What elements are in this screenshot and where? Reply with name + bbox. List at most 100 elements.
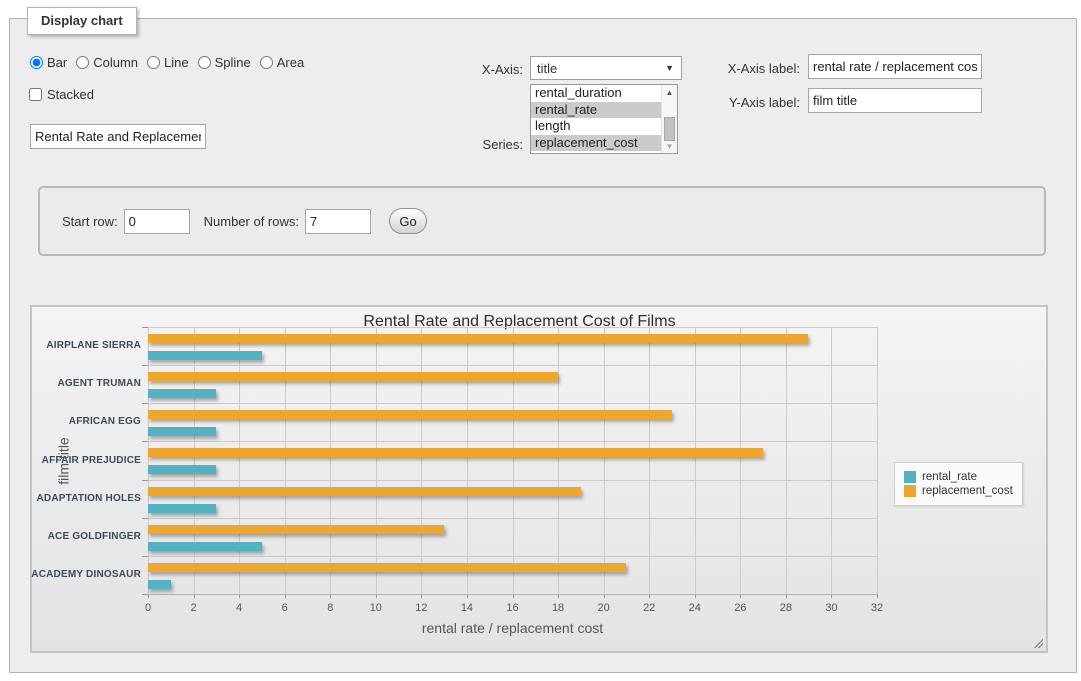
gridline: [831, 327, 833, 594]
chart-legend: rental_rate replacement_cost: [894, 462, 1023, 506]
bar-rental_rate: [148, 503, 217, 513]
gridline: [694, 327, 696, 594]
chart-type-radio-line[interactable]: [147, 56, 161, 69]
series-option-rental_duration[interactable]: rental_duration: [535, 85, 622, 100]
resize-handle-icon[interactable]: [1032, 637, 1043, 648]
chart-type-column[interactable]: Column: [76, 55, 138, 70]
stacked-label: Stacked: [47, 87, 94, 102]
gridline: [330, 327, 332, 594]
start-row-label: Start row:: [62, 213, 118, 229]
num-rows-label: Number of rows:: [203, 213, 299, 229]
category-label: ACADEMY DINOSAUR: [31, 568, 141, 580]
y-tick: [142, 555, 148, 557]
legend-label: replacement_cost: [922, 485, 1013, 497]
y-tick: [142, 403, 148, 405]
chart-title-input[interactable]: [30, 124, 206, 149]
x-tick: [603, 594, 605, 598]
stacked-checkbox[interactable]: [29, 88, 42, 101]
bar-replacement_cost: [148, 372, 558, 382]
series-options: rental_duration rental_rate length replacem…: [531, 85, 661, 153]
x-tick: [740, 594, 742, 598]
gridline: [558, 327, 560, 594]
chart-type-label: Bar: [47, 55, 68, 70]
chart-type-radio-spline[interactable]: [197, 56, 211, 69]
x-axis-label-label: X-Axis label:: [727, 61, 800, 76]
x-tick-label: 10: [369, 602, 382, 614]
chart-type-radio-area[interactable]: [259, 56, 273, 69]
chart-type-radio-column[interactable]: [76, 56, 90, 69]
dropdown-arrow-icon: ▼: [665, 63, 674, 73]
gridline: [375, 327, 377, 594]
chart: Rental Rate and Replacement Cost of Film…: [31, 307, 1023, 651]
scroll-up-icon[interactable]: ▲: [665, 87, 674, 97]
gridline: [239, 327, 241, 594]
gridline: [148, 365, 877, 367]
series-scrollbar[interactable]: ▲ ▼: [661, 85, 677, 153]
stacked-checkbox-row[interactable]: Stacked: [29, 87, 94, 102]
y-tick: [142, 441, 148, 443]
x-tick: [148, 594, 149, 598]
scrollbar-thumb[interactable]: [664, 117, 675, 141]
y-tick: [142, 479, 148, 481]
y-tick: [142, 327, 148, 328]
x-tick-label: 32: [870, 602, 884, 614]
chart-type-label: Line: [164, 55, 189, 70]
x-tick-label: 8: [327, 602, 334, 614]
y-tick: [142, 365, 148, 367]
x-axis-label-input[interactable]: [808, 54, 982, 79]
chart-type-radio-group: Bar Column Line Spline Area: [30, 55, 313, 70]
series-listbox: rental_duration rental_rate length replacem…: [530, 84, 678, 154]
series-option-rental_rate[interactable]: rental_rate: [531, 101, 661, 118]
x-tick-label: 14: [460, 602, 474, 614]
x-tick: [831, 594, 833, 598]
legend-item-replacement_cost[interactable]: replacement_cost: [904, 485, 1013, 497]
x-tick-label: 26: [734, 602, 747, 614]
chart-type-label: Column: [93, 55, 139, 70]
gridline: [148, 555, 877, 557]
x-axis-title: rental rate / replacement cost: [421, 620, 604, 636]
x-tick: [330, 594, 332, 598]
x-tick: [466, 594, 468, 598]
gridline: [148, 403, 877, 405]
chart-type-line[interactable]: Line: [147, 55, 189, 70]
x-tick-label: 28: [779, 602, 792, 614]
x-tick: [649, 594, 651, 598]
num-rows-input[interactable]: [305, 208, 371, 234]
x-tick-label: 22: [643, 602, 656, 614]
bar-rental_rate: [148, 465, 217, 475]
gridline: [512, 327, 514, 594]
y-axis-title: film title: [55, 436, 72, 485]
series-option-replacement_cost[interactable]: replacement_cost: [531, 134, 661, 151]
chart-type-label: Area: [276, 55, 305, 70]
x-tick-label: 4: [236, 602, 243, 614]
gridline: [148, 327, 877, 328]
bar-rental_rate: [148, 351, 262, 360]
x-tick: [421, 594, 423, 598]
bar-replacement_cost: [148, 524, 444, 534]
gridline: [740, 327, 742, 594]
x-tick-label: 12: [415, 602, 428, 614]
go-button[interactable]: Go: [389, 208, 427, 234]
gridline: [284, 327, 286, 594]
gridline: [877, 327, 878, 594]
scroll-down-icon[interactable]: ▼: [665, 141, 674, 151]
bar-replacement_cost: [148, 448, 763, 458]
chart-type-bar[interactable]: Bar: [30, 55, 67, 70]
category-label: ACE GOLDFINGER: [47, 530, 141, 542]
y-axis-label-input[interactable]: [808, 88, 982, 113]
chart-type-radio-bar[interactable]: [30, 56, 43, 69]
series-option-length[interactable]: length: [535, 118, 571, 133]
legend-swatch-icon: [904, 485, 916, 497]
gridline: [148, 441, 877, 443]
category-label: AIRPLANE SIERRA: [46, 340, 141, 352]
chart-type-spline[interactable]: Spline: [197, 55, 251, 70]
x-tick-label: 6: [281, 602, 288, 614]
chart-type-area[interactable]: Area: [259, 55, 305, 70]
legend-item-rental_rate[interactable]: rental_rate: [904, 471, 1013, 483]
x-axis-select[interactable]: title ▼: [530, 56, 682, 80]
bar-replacement_cost: [148, 562, 627, 572]
gridline: [148, 327, 149, 594]
start-row-input[interactable]: [123, 208, 190, 234]
x-tick-label: 18: [551, 602, 565, 614]
